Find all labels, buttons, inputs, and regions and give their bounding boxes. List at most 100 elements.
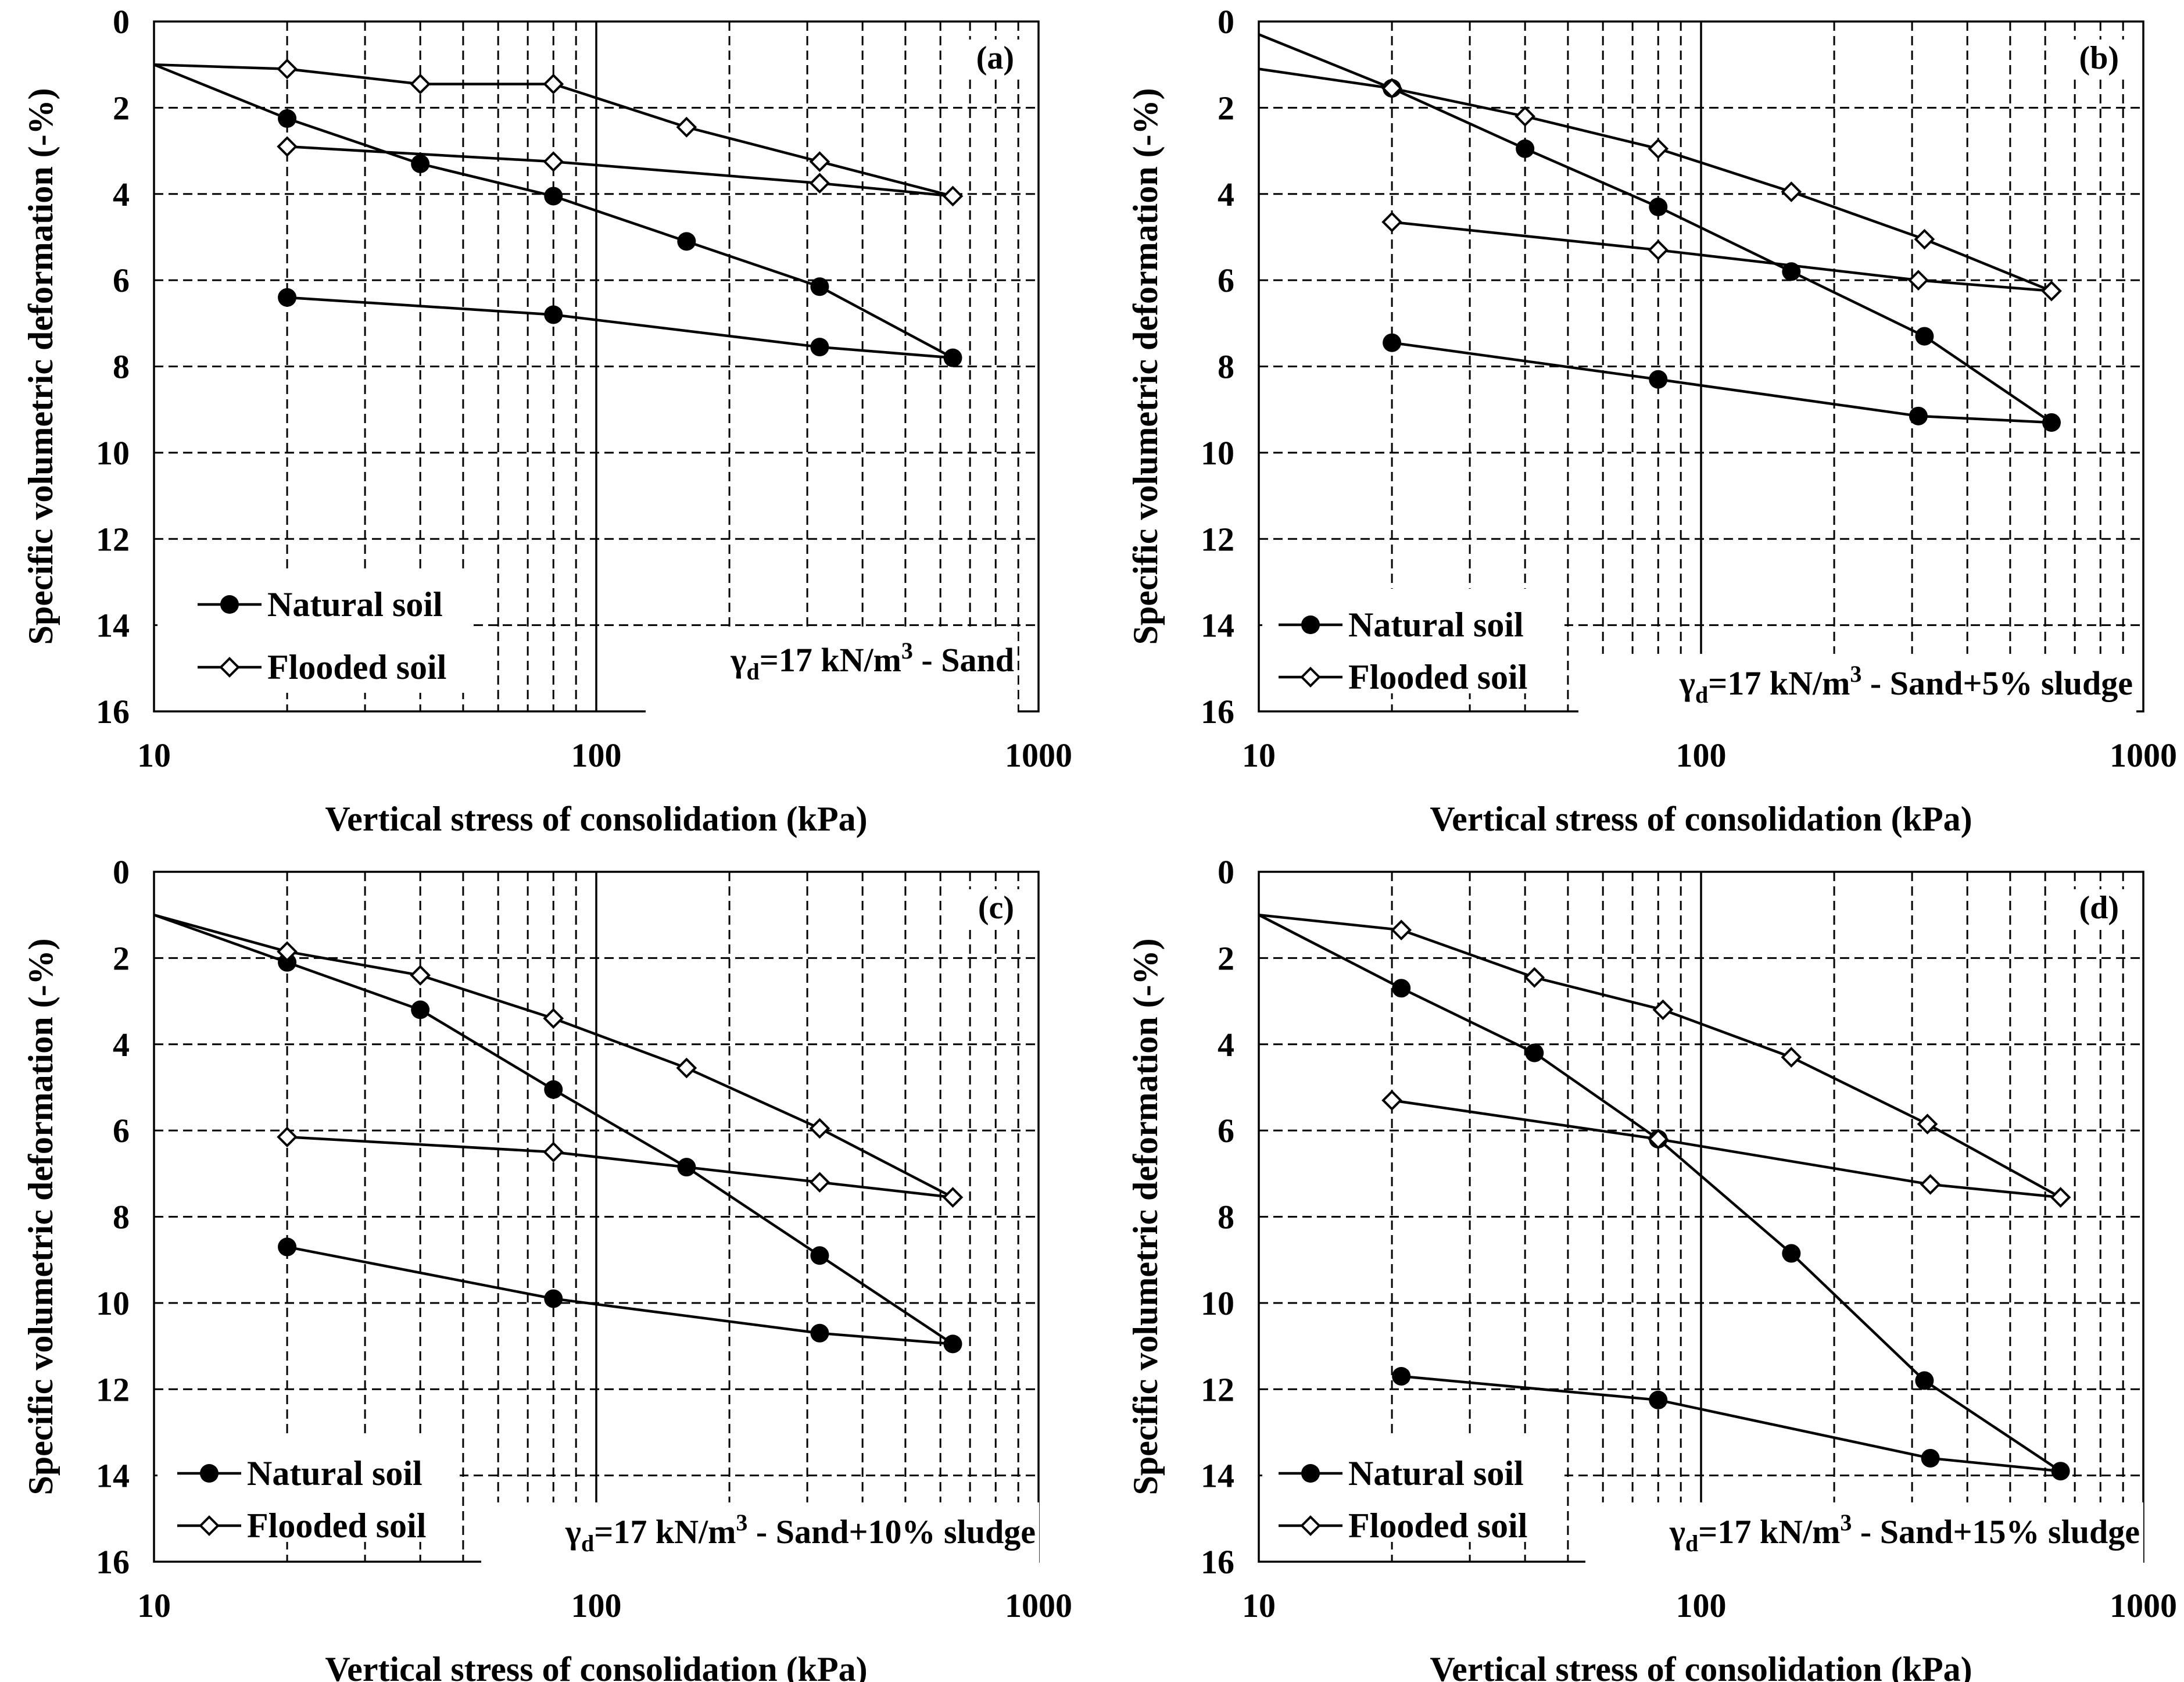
y-tick-label: 12 xyxy=(1201,1370,1234,1408)
panel-label: (d) xyxy=(2079,890,2119,926)
x-tick-label: 10 xyxy=(137,1587,171,1624)
y-tick-label: 16 xyxy=(96,693,130,731)
y-tick-label: 12 xyxy=(96,1370,130,1408)
y-tick-label: 14 xyxy=(1201,1457,1234,1495)
annotation-text: γd=17 kN/m3 - Sand+10% sludge xyxy=(565,1509,1036,1556)
x-tick-label: 100 xyxy=(571,736,622,774)
data-point-flooded xyxy=(1781,181,1802,202)
data-point-flooded xyxy=(410,965,431,986)
data-point-natural xyxy=(411,154,430,173)
data-point-flooded xyxy=(277,1126,298,1148)
y-tick-label: 10 xyxy=(96,1284,130,1322)
annotation-suffix: - Sand+15% sludge xyxy=(1852,1513,2140,1551)
series-line-flooded xyxy=(1258,67,2052,292)
data-point-flooded xyxy=(1917,1114,1938,1135)
annotation-suffix: - Sand+5% sludge xyxy=(1861,664,2133,702)
annotation-background xyxy=(646,631,1018,741)
annotation-background xyxy=(481,1502,1039,1566)
data-point-natural xyxy=(810,1323,829,1343)
data-point-natural xyxy=(544,1289,563,1308)
data-point-flooded xyxy=(1908,270,1929,291)
data-point-flooded xyxy=(1648,239,1669,261)
legend-background xyxy=(157,568,471,693)
x-axis-title: Vertical stress of consolidation (kPa) xyxy=(325,800,867,838)
y-tick-label: 2 xyxy=(1218,89,1234,127)
data-point-natural xyxy=(1392,1366,1411,1386)
data-point-natural xyxy=(810,277,829,296)
data-point-flooded xyxy=(942,1187,964,1208)
data-point-flooded xyxy=(1652,999,1674,1021)
series-line-natural xyxy=(1258,914,2061,1473)
annotation-middle: =17 kN/m xyxy=(1698,1513,1840,1551)
y-axis-title: Specific volumetric deformation (-%) xyxy=(22,88,60,645)
annotation-middle: =17 kN/m xyxy=(594,1513,736,1551)
legend-marker-natural xyxy=(1301,615,1320,634)
data-point-natural xyxy=(1649,1390,1668,1409)
legend-label: Natural soil xyxy=(247,1454,423,1493)
data-point-natural xyxy=(943,348,962,367)
data-point-flooded xyxy=(410,73,431,95)
x-tick-label: 1000 xyxy=(1005,736,1072,774)
data-point-natural xyxy=(278,288,297,307)
annotation-subscript: d xyxy=(747,659,760,685)
data-point-natural xyxy=(278,1237,297,1257)
data-point-natural xyxy=(544,1080,563,1099)
data-point-natural xyxy=(2051,1462,2070,1481)
y-tick-label: 0 xyxy=(113,3,130,41)
legend-label: Flooded soil xyxy=(267,648,446,686)
data-point-natural xyxy=(1921,1448,1940,1468)
data-point-flooded xyxy=(277,941,298,962)
data-point-natural xyxy=(1915,1371,1934,1390)
data-point-natural xyxy=(810,338,829,357)
y-tick-label: 4 xyxy=(113,1026,130,1064)
annotation-subscript: d xyxy=(581,1530,594,1556)
legend-marker-flooded xyxy=(199,1515,220,1536)
data-point-flooded xyxy=(543,73,564,95)
series-line-natural xyxy=(1258,33,2056,424)
y-tick-label: 6 xyxy=(1218,262,1234,299)
y-tick-label: 10 xyxy=(96,434,130,472)
y-tick-label: 8 xyxy=(113,1198,130,1236)
data-point-flooded xyxy=(543,1141,564,1163)
data-point-natural xyxy=(1649,198,1668,217)
series-line-flooded xyxy=(153,63,954,198)
x-tick-label: 100 xyxy=(1676,736,1727,774)
data-point-natural xyxy=(943,1334,962,1354)
panel-label: (a) xyxy=(976,40,1014,76)
data-point-natural xyxy=(544,187,563,206)
annotation-suffix: - Sand+10% sludge xyxy=(747,1513,1036,1551)
y-tick-label: 4 xyxy=(1218,176,1234,213)
y-tick-label: 10 xyxy=(1201,434,1234,472)
legend-marker-flooded xyxy=(219,657,240,678)
panel-label: (c) xyxy=(978,890,1014,926)
data-point-flooded xyxy=(809,151,830,172)
y-tick-label: 8 xyxy=(113,348,130,386)
y-tick-label: 14 xyxy=(1201,607,1234,645)
x-tick-label: 1000 xyxy=(1005,1587,1072,1624)
y-tick-label: 2 xyxy=(113,939,130,977)
data-point-natural xyxy=(1909,406,1928,425)
data-point-natural xyxy=(1915,327,1934,346)
data-point-flooded xyxy=(809,1172,830,1193)
data-point-flooded xyxy=(1381,78,1402,99)
data-point-flooded xyxy=(543,1008,564,1029)
data-point-flooded xyxy=(1381,212,1402,232)
data-point-natural xyxy=(411,1000,430,1019)
annotation-text: γd=17 kN/m3 - Sand+5% sludge xyxy=(1679,661,2133,708)
data-point-flooded xyxy=(2041,280,2062,302)
data-point-flooded xyxy=(1648,1129,1669,1150)
data-point-natural xyxy=(1383,333,1402,352)
y-tick-label: 16 xyxy=(96,1543,130,1581)
x-tick-label: 1000 xyxy=(2110,1587,2177,1624)
y-tick-label: 6 xyxy=(113,262,130,299)
data-point-flooded xyxy=(1515,106,1535,127)
annotation-subscript: d xyxy=(1695,682,1708,708)
data-point-natural xyxy=(1392,979,1411,998)
y-tick-label: 12 xyxy=(1201,520,1234,558)
y-axis-title: Specific volumetric deformation (-%) xyxy=(1126,938,1165,1495)
data-point-natural xyxy=(2042,413,2061,432)
